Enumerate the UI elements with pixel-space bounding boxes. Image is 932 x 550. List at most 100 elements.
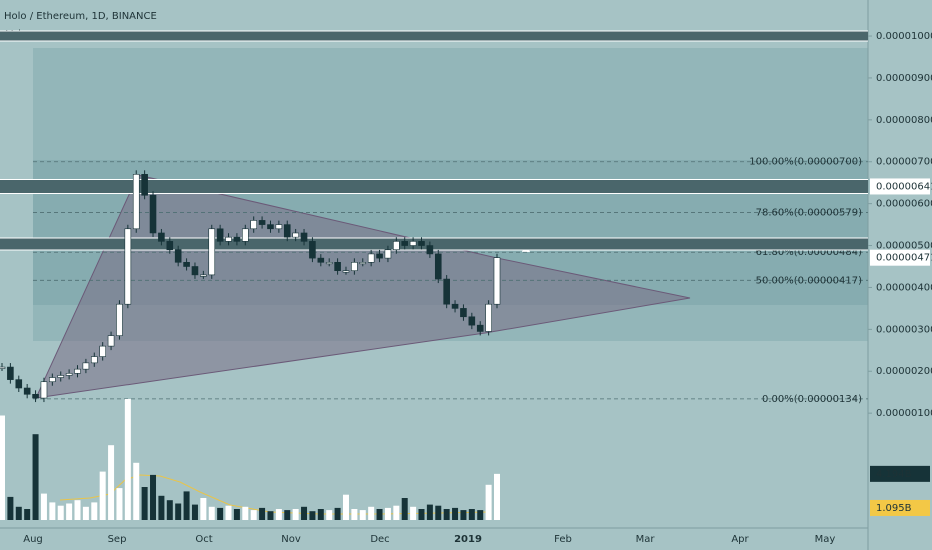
volume-bar — [150, 474, 157, 520]
volume-bar — [384, 507, 391, 520]
volume-bar — [259, 507, 266, 520]
volume-bar — [401, 498, 408, 520]
candle-body — [359, 262, 367, 265]
candle-body — [225, 236, 232, 242]
candle-body — [32, 393, 39, 399]
axis-price-label: 1.095B — [876, 503, 912, 514]
candle-body — [409, 241, 417, 246]
candle-body — [325, 262, 333, 265]
candle-body — [124, 228, 132, 305]
volume-bar — [99, 471, 106, 520]
chart-title: Holo / Ethereum, 1D, BINANCE — [4, 11, 157, 22]
volume-bar — [334, 507, 341, 520]
axis-price-box — [870, 465, 930, 482]
volume-bar — [66, 503, 73, 520]
volume-bar — [351, 509, 358, 520]
volume-bar — [166, 500, 173, 520]
volume-bar — [57, 505, 64, 520]
candle-body — [250, 220, 257, 230]
candle-body — [418, 241, 425, 246]
candle-body — [367, 253, 375, 263]
volume-bar — [426, 504, 433, 520]
volume-bar — [443, 509, 450, 520]
candle-body — [275, 224, 283, 230]
volume-bar — [40, 493, 47, 520]
candle-body — [376, 253, 383, 259]
volume-bar — [435, 505, 442, 520]
fib-label: 50.00%(0.00000417) — [756, 275, 862, 286]
volume-bar — [158, 495, 165, 520]
volume-bar — [242, 506, 249, 520]
volume-bar — [15, 506, 22, 520]
axis-price-box — [870, 499, 930, 516]
candle-body — [65, 373, 73, 376]
candle-body — [200, 274, 207, 277]
x-tick-label: Mar — [636, 534, 656, 545]
volume-bar — [141, 487, 148, 520]
x-tick-label: Apr — [731, 534, 749, 545]
x-tick-label: Oct — [195, 534, 212, 545]
candle-body — [242, 228, 249, 242]
candle-body — [434, 253, 442, 280]
candle-body — [107, 335, 115, 347]
x-tick-label: Aug — [23, 534, 43, 545]
volume-bar — [309, 511, 316, 520]
axis-price-label: 0.00000641 — [876, 181, 932, 192]
volume-bar — [24, 509, 31, 520]
volume-bar — [49, 502, 56, 520]
candle-body — [342, 270, 350, 273]
volume-bar — [368, 506, 375, 520]
x-tick-label: Sep — [108, 534, 127, 545]
volume-bar — [275, 509, 282, 520]
candle-body — [132, 174, 140, 230]
candle-body — [485, 303, 492, 332]
y-tick-label: 0.00000600 — [876, 199, 932, 210]
candle-body — [74, 368, 81, 374]
volume-bar — [359, 510, 366, 520]
volume-bar — [200, 498, 207, 520]
volume-bar — [183, 491, 190, 520]
candle-body — [258, 220, 266, 225]
candle-body — [149, 194, 157, 234]
candle-body — [57, 375, 65, 378]
volume-bar — [317, 509, 324, 520]
candle-body — [233, 236, 241, 242]
volume-bar — [494, 473, 500, 520]
candle-body — [15, 379, 23, 389]
volume-bar — [326, 510, 333, 520]
volume-bar — [452, 507, 459, 520]
volume-bar — [91, 502, 98, 520]
candle-body — [141, 174, 148, 196]
x-tick-label: 2019 — [454, 534, 482, 545]
x-tick-label: May — [815, 534, 836, 545]
volume-bar — [191, 504, 198, 520]
candle-body — [158, 232, 165, 242]
axis-price-box — [870, 249, 930, 266]
x-tick-label: Nov — [281, 534, 301, 545]
volume-bar — [116, 488, 123, 520]
candle-body — [7, 366, 14, 380]
candle-body — [183, 262, 190, 267]
horizontal-ray — [0, 179, 868, 194]
axis-price-label: 0.00000471 — [876, 253, 932, 264]
volume-bar — [74, 500, 81, 520]
candle-body — [292, 232, 299, 238]
candle-body — [283, 224, 291, 238]
volume-bar — [284, 510, 291, 520]
volume-bar — [217, 507, 224, 520]
volume-bar — [32, 434, 39, 520]
y-tick-label: 0.00000400 — [876, 282, 932, 293]
volume-bar — [485, 484, 492, 520]
candle-body — [267, 224, 274, 230]
y-tick-label: 0.00000500 — [876, 241, 932, 252]
y-tick-label: 0.00000300 — [876, 324, 932, 335]
volume-bar — [410, 506, 417, 520]
candle-body — [401, 241, 409, 246]
volume-bar — [468, 509, 475, 520]
volume-bar — [225, 505, 232, 520]
volume-bar — [7, 496, 14, 520]
candle-body — [49, 377, 56, 383]
candle-body — [468, 316, 476, 326]
candle-body — [0, 366, 6, 369]
